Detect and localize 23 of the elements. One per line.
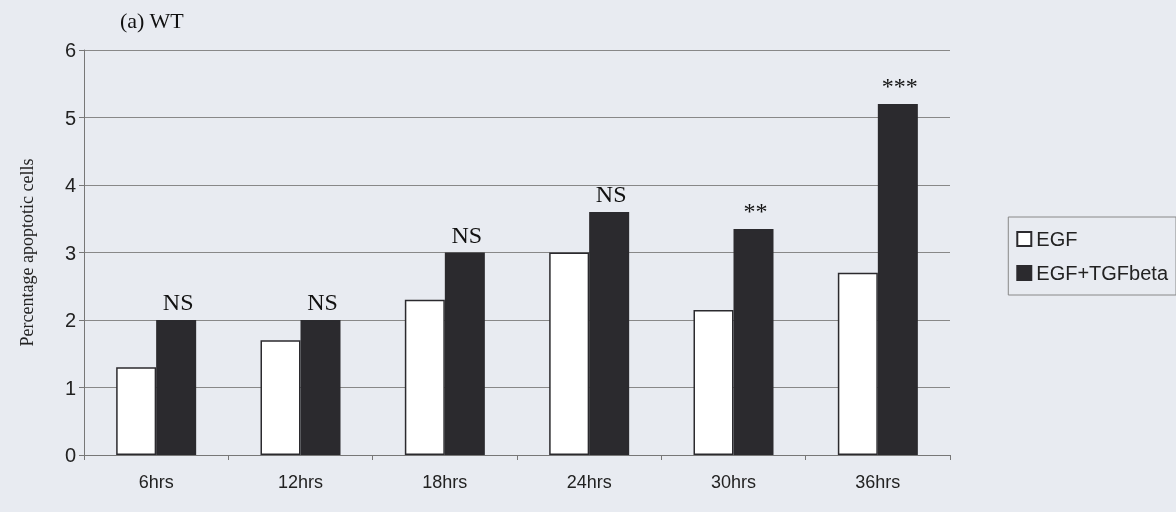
annotation: *** [881, 73, 918, 99]
x-tick-label: 18hrs [422, 472, 468, 492]
y-tick-label: 4 [64, 174, 76, 196]
y-tick-label: 5 [64, 106, 76, 129]
x-tick-label: 36hrs [855, 472, 901, 492]
annotation: ** [743, 197, 768, 224]
x-tick-label: 6hrs [138, 472, 174, 492]
annotation: NS [162, 289, 194, 315]
x-tick-label: 24hrs [566, 472, 612, 492]
annotation: NS [595, 181, 627, 207]
y-tick-label: 1 [64, 376, 76, 399]
y-axis-title: Percentage apoptotic cells [17, 158, 37, 347]
legend-label: EGF+TGFbeta [1036, 262, 1169, 284]
x-tick-label: 12hrs [277, 472, 324, 492]
y-tick-label: 3 [64, 241, 76, 264]
legend-label: EGF [1036, 228, 1078, 250]
y-tick-label: 6 [64, 39, 76, 61]
y-tick-label: 2 [64, 309, 76, 331]
annotation: NS [451, 221, 483, 248]
y-tick-label: 0 [64, 444, 76, 466]
annotation: NS [307, 289, 338, 315]
x-tick-label: 30hrs [710, 472, 757, 492]
chart-title: (a) WT [120, 7, 185, 33]
